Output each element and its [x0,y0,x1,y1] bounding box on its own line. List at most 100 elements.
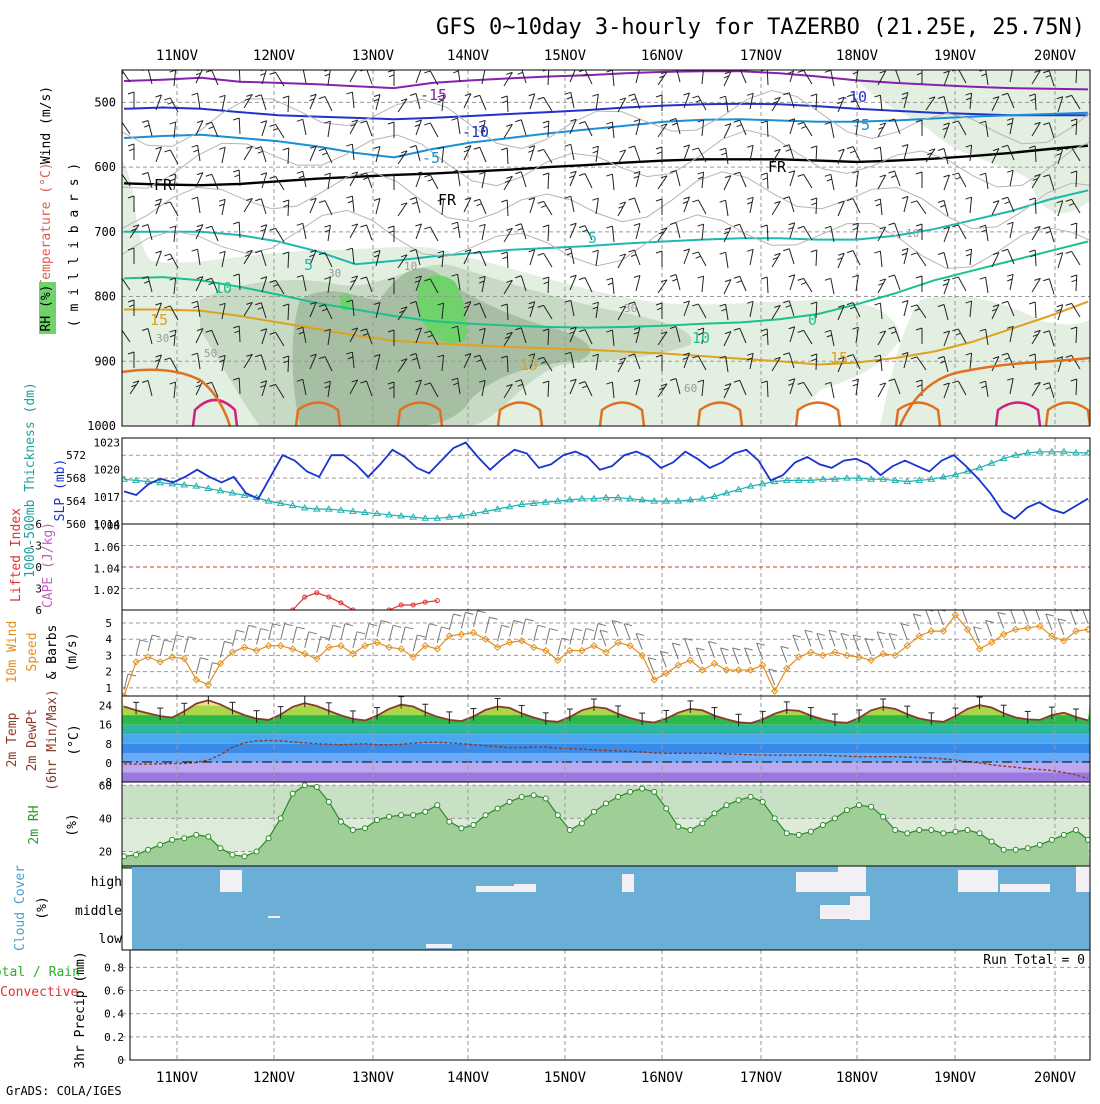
wind-barb [473,146,487,163]
wind-barb [141,276,153,293]
wind-barb [846,198,861,214]
wind-point [951,611,960,619]
wind-point [674,661,683,669]
minmax-bar [374,707,381,720]
thickness-point [228,489,237,496]
wind-barb [515,275,527,292]
wind-barb [409,249,421,266]
thickness-point [686,495,695,503]
temp-tick: -8 [99,776,112,789]
slp-tick: 1014 [94,518,121,531]
thickness-point [493,505,502,512]
rh-point [807,828,814,835]
wind-barb [578,70,593,85]
wind-barb [497,624,510,642]
wind-barb [424,70,439,86]
wind-barb [837,304,845,321]
wind-barb [387,225,395,242]
wind-barb [387,381,395,398]
wind-barb [569,170,577,187]
wind-barb [1035,610,1041,621]
thickness-tick: 572 [66,449,86,462]
wind-barb [991,304,1000,320]
wind-barb [901,248,909,265]
wind-barb [771,252,781,268]
wind-barb [164,305,179,321]
wind-barb [564,247,575,265]
wind-barb [296,378,307,396]
wind-barb [324,380,331,398]
wind-barb [657,71,668,86]
wind-barb [255,198,267,215]
wind-barb [376,619,390,637]
contour-label: 30 [156,332,169,345]
minmax-bar [422,703,429,717]
cloud-block [220,870,242,892]
wind-barb [260,276,268,293]
wind-barb [578,277,593,293]
rh-point [289,790,296,797]
rh-point [856,802,863,809]
barbs-label: & Barbs [45,625,60,680]
minmax-bar [639,712,646,726]
contour-label: 10 [214,279,232,297]
wind-point [1036,622,1044,630]
wind-barb [937,252,949,269]
wind-barb [655,146,663,163]
wind-barb [599,629,609,647]
thickness-point [409,513,418,520]
isotherm-lines [122,70,1090,366]
wind10m-panel: 1 2 3 4 5 10m Wind Speed & Barbs (m/s) [5,609,1091,697]
wind-barb [719,147,729,165]
wind-barb [191,92,201,110]
thickness-point [927,475,936,482]
wind-barb [1070,170,1078,188]
thickness-point [975,463,984,471]
wind-barb [309,197,317,214]
date-label: 14NOV [447,1070,490,1086]
temp-units-label: (°C) [67,724,82,755]
rh-tick: 40 [99,812,112,825]
wind-point [493,643,502,652]
wind-barb [669,118,681,135]
wind-barb [965,300,973,318]
rh-point [1036,841,1043,848]
thickness-point [1011,451,1020,458]
wind-barb [1029,145,1037,163]
wind-point [855,653,863,661]
wind-barb [952,224,967,240]
wind-barb [437,354,445,372]
wind-barb [592,301,599,319]
wind-barb [846,94,861,110]
thickness-label: 1000-500mb Thickness (dm) [23,382,38,578]
contour-label: 10 [906,227,919,240]
cape-ticks: 1.02 1.04 1.06 1.08 [94,520,121,598]
wind-barb [364,623,378,640]
contour-label: 15 [150,311,168,329]
wind-point [843,651,851,660]
wind-point [457,630,466,639]
wind-barb [788,326,796,343]
minmax-bar [277,706,284,719]
wind-barb [797,121,813,137]
wind-barb [503,227,513,243]
li-ticks: -6 -3 0 3 6 [29,518,42,617]
wind-barb [564,91,575,109]
wind-barb [346,247,355,265]
date-label: 11NOV [156,48,199,64]
rh-tick: 20 [99,845,112,858]
wind-barb [669,170,681,187]
wind-point [180,654,188,663]
wind-barb [683,300,690,317]
wind-barb [346,91,355,109]
wind-barb [901,352,909,369]
temp-ticks: 0 8 16 24 -8 [99,700,113,789]
wind-barb [269,331,285,347]
wind-barb [282,95,290,113]
wind-barb [515,223,527,240]
wind-point [445,632,454,640]
wind-barb [1029,249,1037,267]
rh-point [205,833,212,840]
wind-barb [159,639,173,657]
isotherm-5 [124,189,1089,266]
